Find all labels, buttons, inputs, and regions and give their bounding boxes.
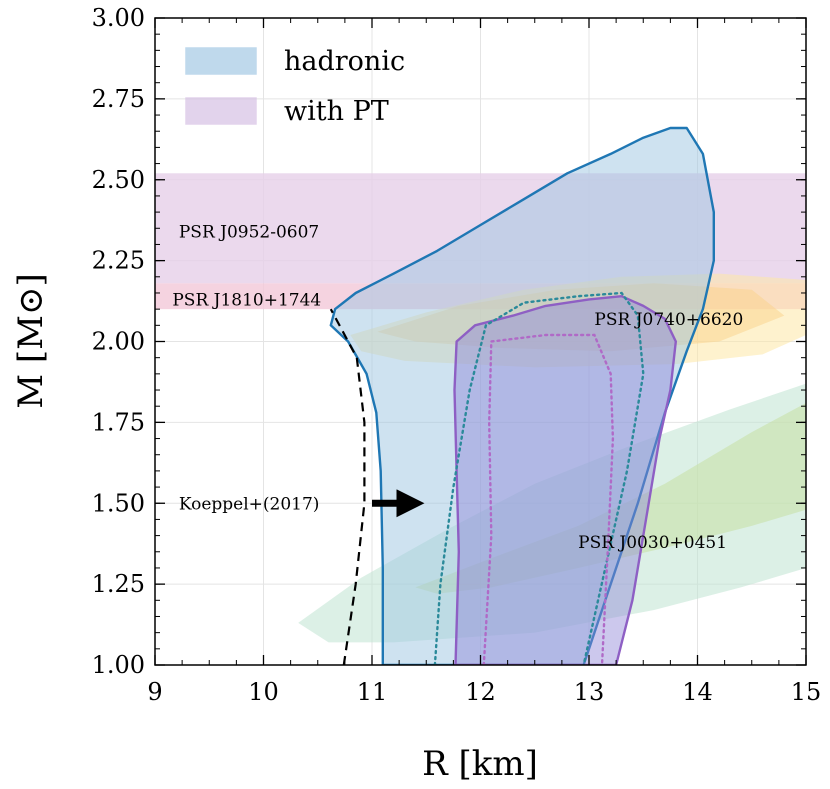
y-tick-label: 2.00 — [92, 328, 145, 356]
x-axis-title: R [km] — [422, 744, 538, 784]
annotation-label: PSR J0030+0451 — [578, 533, 727, 553]
legend: hadronic with PT — [185, 46, 405, 127]
y-tick-label: 2.25 — [92, 247, 145, 275]
posterior-contours — [329, 126, 715, 665]
y-tick-label: 2.50 — [92, 166, 145, 194]
legend-swatch — [185, 47, 257, 75]
x-tick-label: 11 — [357, 678, 388, 706]
dotted-contour — [433, 291, 645, 665]
legend-label: hadronic — [284, 46, 405, 77]
koeppel-dashed-line — [329, 308, 366, 665]
x-tick-label: 15 — [791, 678, 822, 706]
contour-with-pt — [453, 295, 677, 665]
x-tick-label: 10 — [248, 678, 279, 706]
y-tick-label: 2.75 — [92, 85, 145, 113]
annotation-label: Koeppel+(2017) — [179, 494, 320, 514]
x-tick-label: 9 — [147, 678, 162, 706]
y-tick-label: 1.00 — [92, 651, 145, 679]
annotation-label: PSR J0740+6620 — [594, 310, 743, 330]
y-tick-label: 1.50 — [92, 489, 145, 517]
dotted-contour — [482, 333, 615, 665]
annotation-label: PSR J1810+1744 — [172, 290, 321, 310]
legend-swatch — [185, 97, 257, 125]
annotation-label: PSR J0952-0607 — [179, 223, 319, 243]
x-tick-label: 12 — [465, 678, 496, 706]
axis-ticks: 9 10 11 12 13 14 15 1.00 1.25 1.50 1.75 2.00 2.25 2.5… — [92, 4, 822, 706]
koeppel-bound — [329, 308, 425, 665]
annotations: PSR J0952-0607 PSR J1810+1744 PSR J0740+66… — [172, 223, 743, 554]
y-tick-label: 1.25 — [92, 570, 145, 598]
y-tick-label: 3.00 — [92, 4, 145, 32]
x-tick-label: 14 — [682, 678, 713, 706]
contour-hadronic — [329, 126, 715, 665]
legend-label: with PT — [284, 96, 389, 127]
x-tick-label: 13 — [574, 678, 605, 706]
y-axis-title: M [M⊙] — [11, 273, 51, 408]
y-tick-label: 1.75 — [92, 408, 145, 436]
